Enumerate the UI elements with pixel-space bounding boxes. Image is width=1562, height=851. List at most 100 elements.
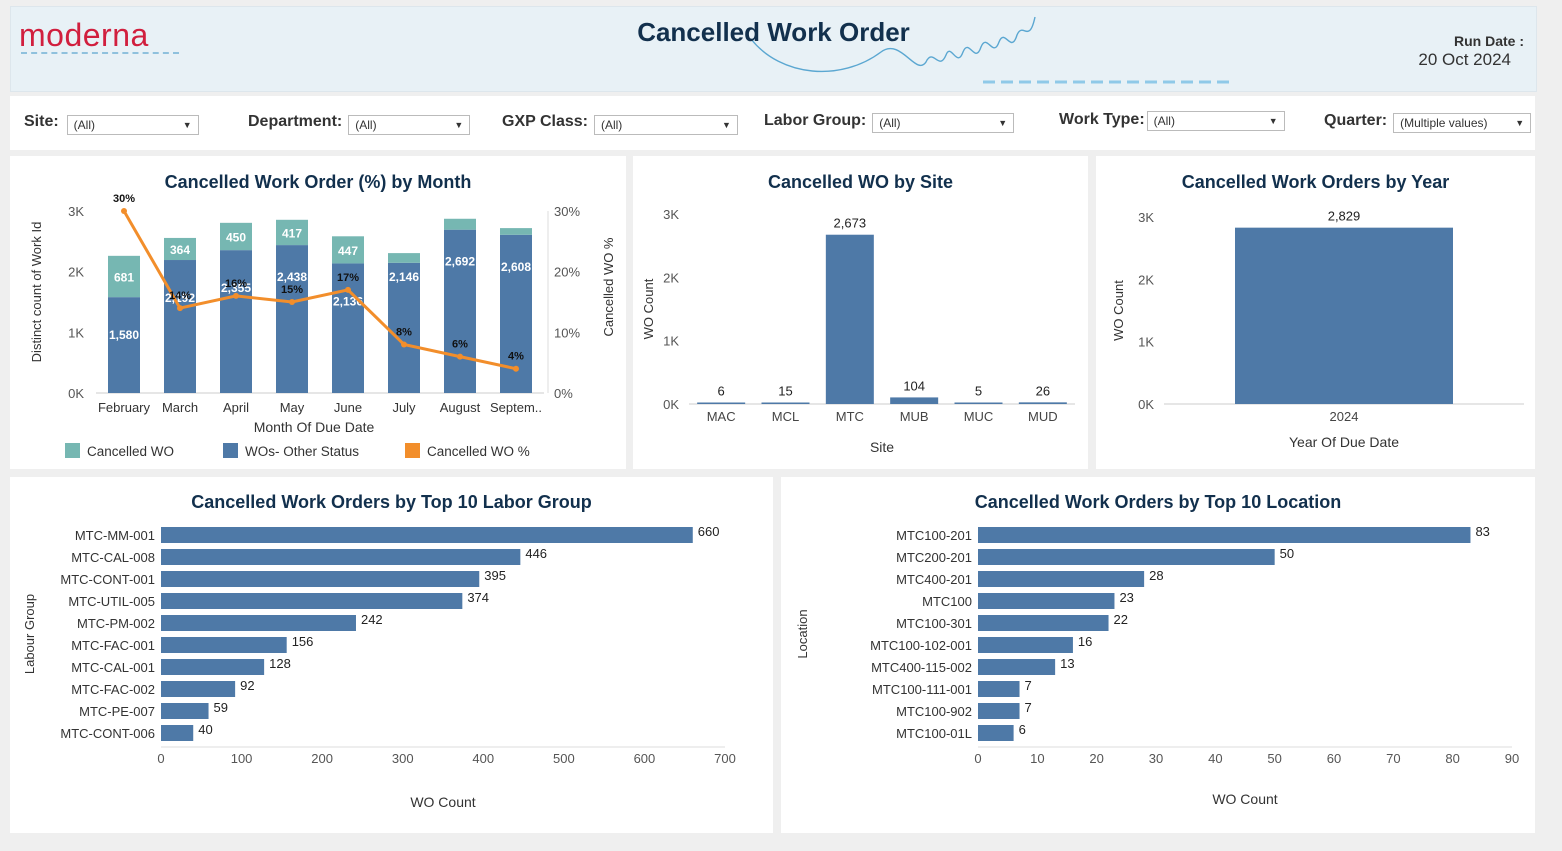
department-dropdown-value: (All) bbox=[355, 118, 377, 132]
filter-gxp-label: GXP Class: bbox=[502, 113, 588, 130]
bar bbox=[761, 402, 810, 404]
series-line-cancelled-pct bbox=[122, 210, 517, 371]
y-axis-title: Distinct count of Work Id bbox=[29, 222, 44, 363]
bar-other-status bbox=[332, 263, 364, 393]
filter-department: Department: (All) ▼ bbox=[248, 109, 471, 135]
data-label: 50 bbox=[1280, 546, 1294, 561]
data-label-other: 2,355 bbox=[221, 281, 251, 295]
gxp-class-dropdown[interactable]: (All) ▼ bbox=[593, 115, 738, 135]
filter-work-type-label: Work Type: bbox=[1059, 111, 1145, 128]
legend-label: Cancelled WO bbox=[87, 444, 174, 459]
y-tick-label: MTC-FAC-002 bbox=[71, 682, 155, 697]
data-label: 15 bbox=[778, 384, 792, 399]
line-point bbox=[233, 292, 239, 299]
data-label-cancelled: 417 bbox=[282, 226, 302, 240]
data-label-cancelled: 447 bbox=[338, 244, 358, 258]
x-tick-label: 20 bbox=[1089, 751, 1103, 766]
bar-cancelled bbox=[108, 255, 140, 298]
x-tick-label: 100 bbox=[231, 751, 253, 766]
y2-tick-label: 0% bbox=[554, 386, 573, 401]
labor-group-dropdown[interactable]: (All) ▼ bbox=[872, 113, 1015, 133]
chevron-down-icon: ▼ bbox=[1515, 118, 1525, 128]
x-tick-label: June bbox=[334, 400, 362, 415]
y-axis-title: Labour Group bbox=[22, 594, 37, 674]
x-tick-label: 700 bbox=[714, 751, 736, 766]
bar bbox=[890, 397, 939, 404]
data-label: 59 bbox=[214, 700, 228, 715]
y-axis-title: Location bbox=[795, 609, 810, 658]
bar-cancelled bbox=[388, 253, 420, 263]
bar-cancelled bbox=[332, 236, 364, 264]
work-type-dropdown[interactable]: (All) ▼ bbox=[1146, 111, 1285, 131]
y-tick-label: MTC-CAL-008 bbox=[71, 550, 155, 565]
panel-cancelled-by-month: Cancelled Work Order (%) by Month 0K 1K 2K… bbox=[10, 156, 626, 469]
department-dropdown[interactable]: (All) ▼ bbox=[348, 115, 471, 135]
bar-other-status bbox=[220, 250, 252, 393]
data-label: 16 bbox=[1078, 634, 1092, 649]
bar-cancelled bbox=[500, 228, 532, 235]
y2-tick-label: 10% bbox=[554, 325, 580, 340]
y2-tick-label: 20% bbox=[554, 265, 580, 280]
bar-cancelled bbox=[220, 222, 252, 251]
site-dropdown-value: (All) bbox=[73, 118, 95, 132]
y-tick-label: 1K bbox=[663, 334, 679, 349]
quarter-dropdown[interactable]: (Multiple values) ▼ bbox=[1393, 113, 1532, 133]
y-tick-label: MTC400-201 bbox=[896, 572, 972, 587]
bar-cancelled bbox=[444, 218, 476, 230]
bar bbox=[161, 549, 521, 565]
quarter-dropdown-value: (Multiple values) bbox=[1400, 116, 1488, 130]
x-tick-label: 40 bbox=[1208, 751, 1222, 766]
bar bbox=[1018, 402, 1067, 404]
legend-swatch bbox=[65, 443, 80, 458]
filter-quarter-label: Quarter: bbox=[1324, 112, 1388, 129]
line-point bbox=[513, 365, 519, 372]
data-label: 7 bbox=[1025, 678, 1032, 693]
y-tick-label: MTC100-102-001 bbox=[870, 638, 972, 653]
chart-by-year: 0K 1K 2K 3K 2,829 2024 Year Of Due Date WO Coun… bbox=[1111, 209, 1524, 450]
chart-title-by-year: Cancelled Work Orders by Year bbox=[1181, 172, 1450, 192]
x-tick-label: MCL bbox=[772, 409, 799, 424]
data-label: 446 bbox=[525, 546, 547, 561]
bar bbox=[978, 527, 1471, 543]
chart-location: 0 10 20 30 40 50 60 70 80 90 83 MTC100-201 50 MTC200-… bbox=[795, 524, 1519, 807]
data-label-pct: 14% bbox=[169, 290, 191, 302]
data-label-other: 2,692 bbox=[445, 255, 475, 269]
bar bbox=[978, 703, 1020, 719]
y-tick-label: MTC-CONT-006 bbox=[60, 726, 155, 741]
moderna-logo: moderna bbox=[19, 17, 149, 53]
data-label-pct: 8% bbox=[396, 326, 412, 338]
bar bbox=[978, 571, 1145, 587]
bar bbox=[978, 549, 1275, 565]
chart-title-location: Cancelled Work Orders by Top 10 Location bbox=[974, 492, 1342, 512]
gxp-dropdown-value: (All) bbox=[600, 118, 623, 132]
bar-other-status bbox=[164, 260, 196, 393]
x-tick-label: August bbox=[440, 400, 481, 415]
y-tick-label: 0K bbox=[68, 386, 84, 401]
y-tick-label: MTC-FAC-001 bbox=[71, 638, 155, 653]
bar bbox=[161, 659, 265, 675]
site-dropdown[interactable]: (All) ▼ bbox=[66, 115, 199, 135]
x-tick-label: 2024 bbox=[1330, 409, 1359, 424]
data-label: 6 bbox=[718, 384, 725, 399]
chevron-down-icon: ▼ bbox=[454, 120, 464, 130]
data-label: 2,829 bbox=[1328, 209, 1361, 224]
line-point bbox=[289, 299, 295, 305]
x-tick-label: 80 bbox=[1445, 751, 1459, 766]
bar bbox=[161, 527, 693, 543]
x-tick-label: April bbox=[223, 400, 249, 415]
y-tick-label: MTC-PE-007 bbox=[79, 704, 155, 719]
filter-quarter: Quarter: (Multiple values) ▼ bbox=[1324, 109, 1532, 133]
x-tick-label: 500 bbox=[553, 751, 575, 766]
y-tick-label: 1K bbox=[1138, 335, 1154, 350]
legend-label: WOs- Other Status bbox=[245, 444, 359, 459]
y2-tick-label: 30% bbox=[554, 204, 580, 219]
line-point bbox=[345, 286, 351, 293]
x-tick-label: 10 bbox=[1030, 751, 1044, 766]
y-axis-title: WO Count bbox=[1111, 280, 1126, 341]
data-label: 660 bbox=[698, 524, 720, 539]
y-tick-label: MTC200-201 bbox=[896, 550, 972, 565]
x-tick-label: MUB bbox=[900, 409, 929, 424]
data-label: 2,673 bbox=[834, 216, 867, 231]
bar-other-status bbox=[388, 262, 420, 393]
bar bbox=[161, 637, 287, 653]
